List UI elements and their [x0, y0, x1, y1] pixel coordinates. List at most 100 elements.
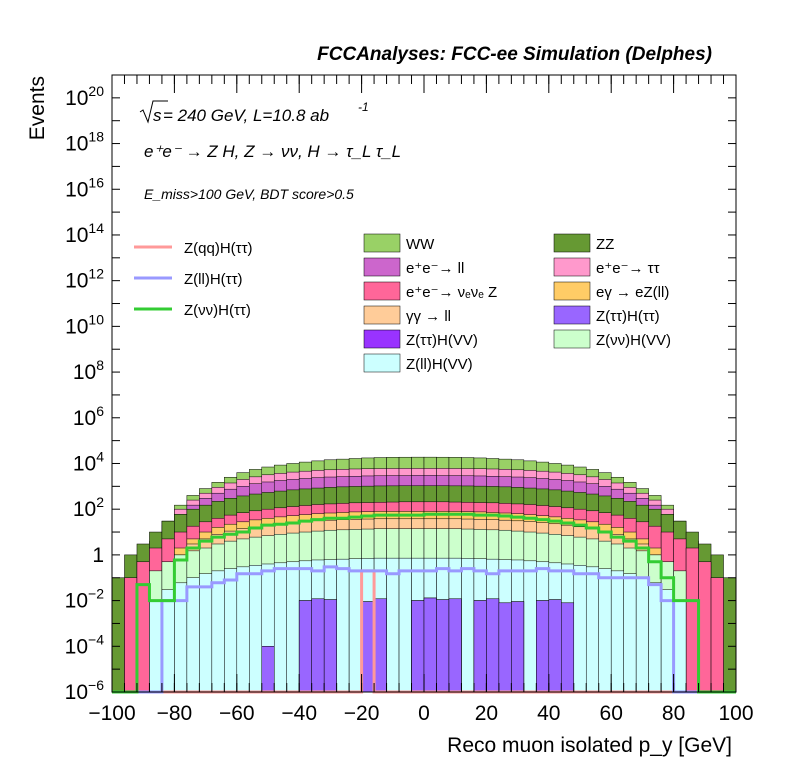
- y-tick-label: 10−2: [65, 586, 105, 613]
- sqrt-s-label: s: [153, 106, 162, 125]
- bar-Z(ττ)H(ττ): [361, 601, 375, 693]
- line-Z(νν)H(ττ): [112, 512, 736, 694]
- legend-fill-swatch: [553, 257, 591, 277]
- bar-Z(ll)H(VV): [610, 570, 624, 693]
- bar-Z(ll)H(VV): [236, 566, 250, 693]
- lumi-unit-superscript: -1: [358, 100, 369, 114]
- legend: Z(qq)H(ττ) Z(ll)H(ττ) Z(νν)H(ττ) WW e⁺e⁻→ ll…: [134, 233, 671, 373]
- legend-label: Z(νν)H(VV): [596, 332, 671, 349]
- bar-Z(ll)H(VV): [161, 589, 175, 693]
- y-tick-label: 104: [73, 448, 104, 475]
- bar-Z(ll)H(VV): [398, 557, 412, 693]
- energy-lumi-text: = 240 GeV, L=10.8 ab: [163, 106, 329, 125]
- x-tick-label: 80: [662, 702, 685, 725]
- y-tick-label: 1012: [65, 266, 104, 293]
- y-tick-label: 108: [73, 357, 104, 384]
- y-tick-label: 1020: [65, 83, 104, 110]
- bar-Z(ll)H(VV): [348, 558, 362, 693]
- legend-label: Z(νν)H(ττ): [184, 302, 251, 319]
- bar-Z(ll)H(VV): [673, 600, 687, 693]
- bar-Z(ll)H(VV): [286, 561, 300, 693]
- bar-e⁺e⁻→ νₑνₑ Z: [124, 577, 138, 693]
- legend-label: Z(ττ)H(VV): [406, 332, 478, 349]
- bar-Z(ττ)H(ττ): [511, 601, 525, 693]
- legend-fill-swatch: [553, 305, 591, 325]
- bar-Z(ll)H(VV): [249, 565, 263, 693]
- bar-Z(ll)H(VV): [635, 577, 649, 693]
- bar-ZZ: [111, 577, 125, 693]
- x-tick-label: 20: [475, 702, 498, 725]
- y-tick-label: 106: [73, 403, 104, 430]
- y-axis-label: Events: [26, 76, 49, 140]
- y-tick-label: 1: [92, 544, 104, 567]
- legend-fill-swatch: [363, 329, 401, 349]
- y-tick-label: 1010: [65, 311, 104, 338]
- x-tick-label: 0: [418, 702, 430, 725]
- bar-Z(ll)H(VV): [623, 573, 637, 693]
- bar-Z(ττ)H(ττ): [373, 598, 387, 693]
- bar-e⁺e⁻→ νₑνₑ Z: [710, 577, 724, 693]
- bar-Z(ττ)H(ττ): [436, 599, 450, 693]
- x-tick-label: −60: [219, 702, 255, 725]
- bar-Z(ττ)H(ττ): [548, 599, 562, 693]
- legend-fill-swatch: [553, 281, 591, 301]
- bar-Z(ττ)H(ττ): [498, 602, 512, 693]
- legend-label: WW: [406, 236, 435, 253]
- bar-Z(ττ)H(ττ): [536, 600, 550, 693]
- bar-Z(ττ)H(ττ): [261, 646, 275, 693]
- line-Z(ll)H(ττ): [112, 565, 736, 694]
- bar-Z(ll)H(VV): [648, 582, 662, 693]
- axis-ticks: −100 −80 −60 −40 −20 0 20 40 60 80 100 10−6 10−4 10−2…: [65, 74, 754, 725]
- y-tick-label: 1016: [65, 174, 104, 201]
- bar-Z(ττ)H(ττ): [561, 602, 575, 693]
- legend-label: ZZ: [596, 236, 614, 253]
- legend-label: e⁺e⁻→ νₑνₑ Z: [406, 284, 497, 301]
- bar-Z(ll)H(VV): [573, 565, 587, 693]
- bar-e⁺e⁻→ νₑνₑ Z: [136, 561, 150, 693]
- y-tick-label: 102: [73, 494, 104, 521]
- bar-Z(ττ)H(ττ): [411, 600, 425, 693]
- bar-Z(ll)H(VV): [273, 562, 287, 693]
- bar-Z(ll)H(VV): [149, 600, 163, 693]
- stacked-histograms: [111, 456, 737, 693]
- legend-fill-swatch: [553, 329, 591, 349]
- bar-Z(ττ)H(ττ): [473, 600, 487, 693]
- legend-label: Z(ll)H(ττ): [184, 271, 243, 288]
- bar-e⁺e⁻→ νₑνₑ Z: [698, 561, 712, 693]
- bar-Z(ll)H(VV): [585, 566, 599, 693]
- bar-Z(ll)H(VV): [598, 568, 612, 693]
- y-tick-label: 10−6: [65, 677, 105, 704]
- legend-label: eγ → eZ(ll): [596, 284, 669, 301]
- bar-Z(ll)H(VV): [660, 589, 674, 693]
- bar-Z(ττ)H(ττ): [311, 598, 325, 693]
- bar-Z(ll)H(VV): [386, 557, 400, 693]
- bar-Z(ττ)H(ττ): [423, 597, 437, 693]
- legend-fill-swatch: [363, 353, 401, 373]
- y-tick-label: 10−4: [65, 631, 105, 658]
- legend-label: Z(qq)H(ττ): [184, 240, 253, 257]
- bar-Z(ll)H(VV): [461, 558, 475, 693]
- bar-Z(ll)H(VV): [186, 577, 200, 693]
- x-tick-label: −20: [344, 702, 380, 725]
- sqrt-sign-icon: [139, 100, 168, 124]
- chart-title: FCCAnalyses: FCC-ee Simulation (Delphes): [317, 44, 712, 65]
- selection-cuts-label: E_miss>100 GeV, BDT score>0.5: [144, 186, 354, 202]
- y-tick-label: 1014: [65, 220, 104, 247]
- x-tick-label: 40: [537, 702, 560, 725]
- bar-Z(ττ)H(ττ): [486, 598, 500, 693]
- bar-e⁺e⁻→ νₑνₑ Z: [685, 547, 699, 693]
- legend-label: Z(ll)H(VV): [406, 356, 473, 373]
- bar-Z(ll)H(VV): [224, 568, 238, 693]
- x-tick-label: 100: [718, 702, 753, 725]
- bar-Z(ll)H(VV): [336, 558, 350, 693]
- legend-label: e⁺e⁻→ ττ: [596, 260, 660, 277]
- bar-Z(ττ)H(ττ): [323, 599, 337, 693]
- x-tick-label: −40: [281, 702, 317, 725]
- bar-Z(ll)H(VV): [199, 573, 213, 693]
- bar-Z(ττ)H(ττ): [448, 598, 462, 693]
- bar-Z(ll)H(VV): [211, 570, 225, 693]
- x-axis-label: Reco muon isolated p_y [GeV]: [447, 734, 732, 757]
- bar-ZZ: [723, 577, 737, 693]
- legend-fill-swatch: [553, 233, 591, 253]
